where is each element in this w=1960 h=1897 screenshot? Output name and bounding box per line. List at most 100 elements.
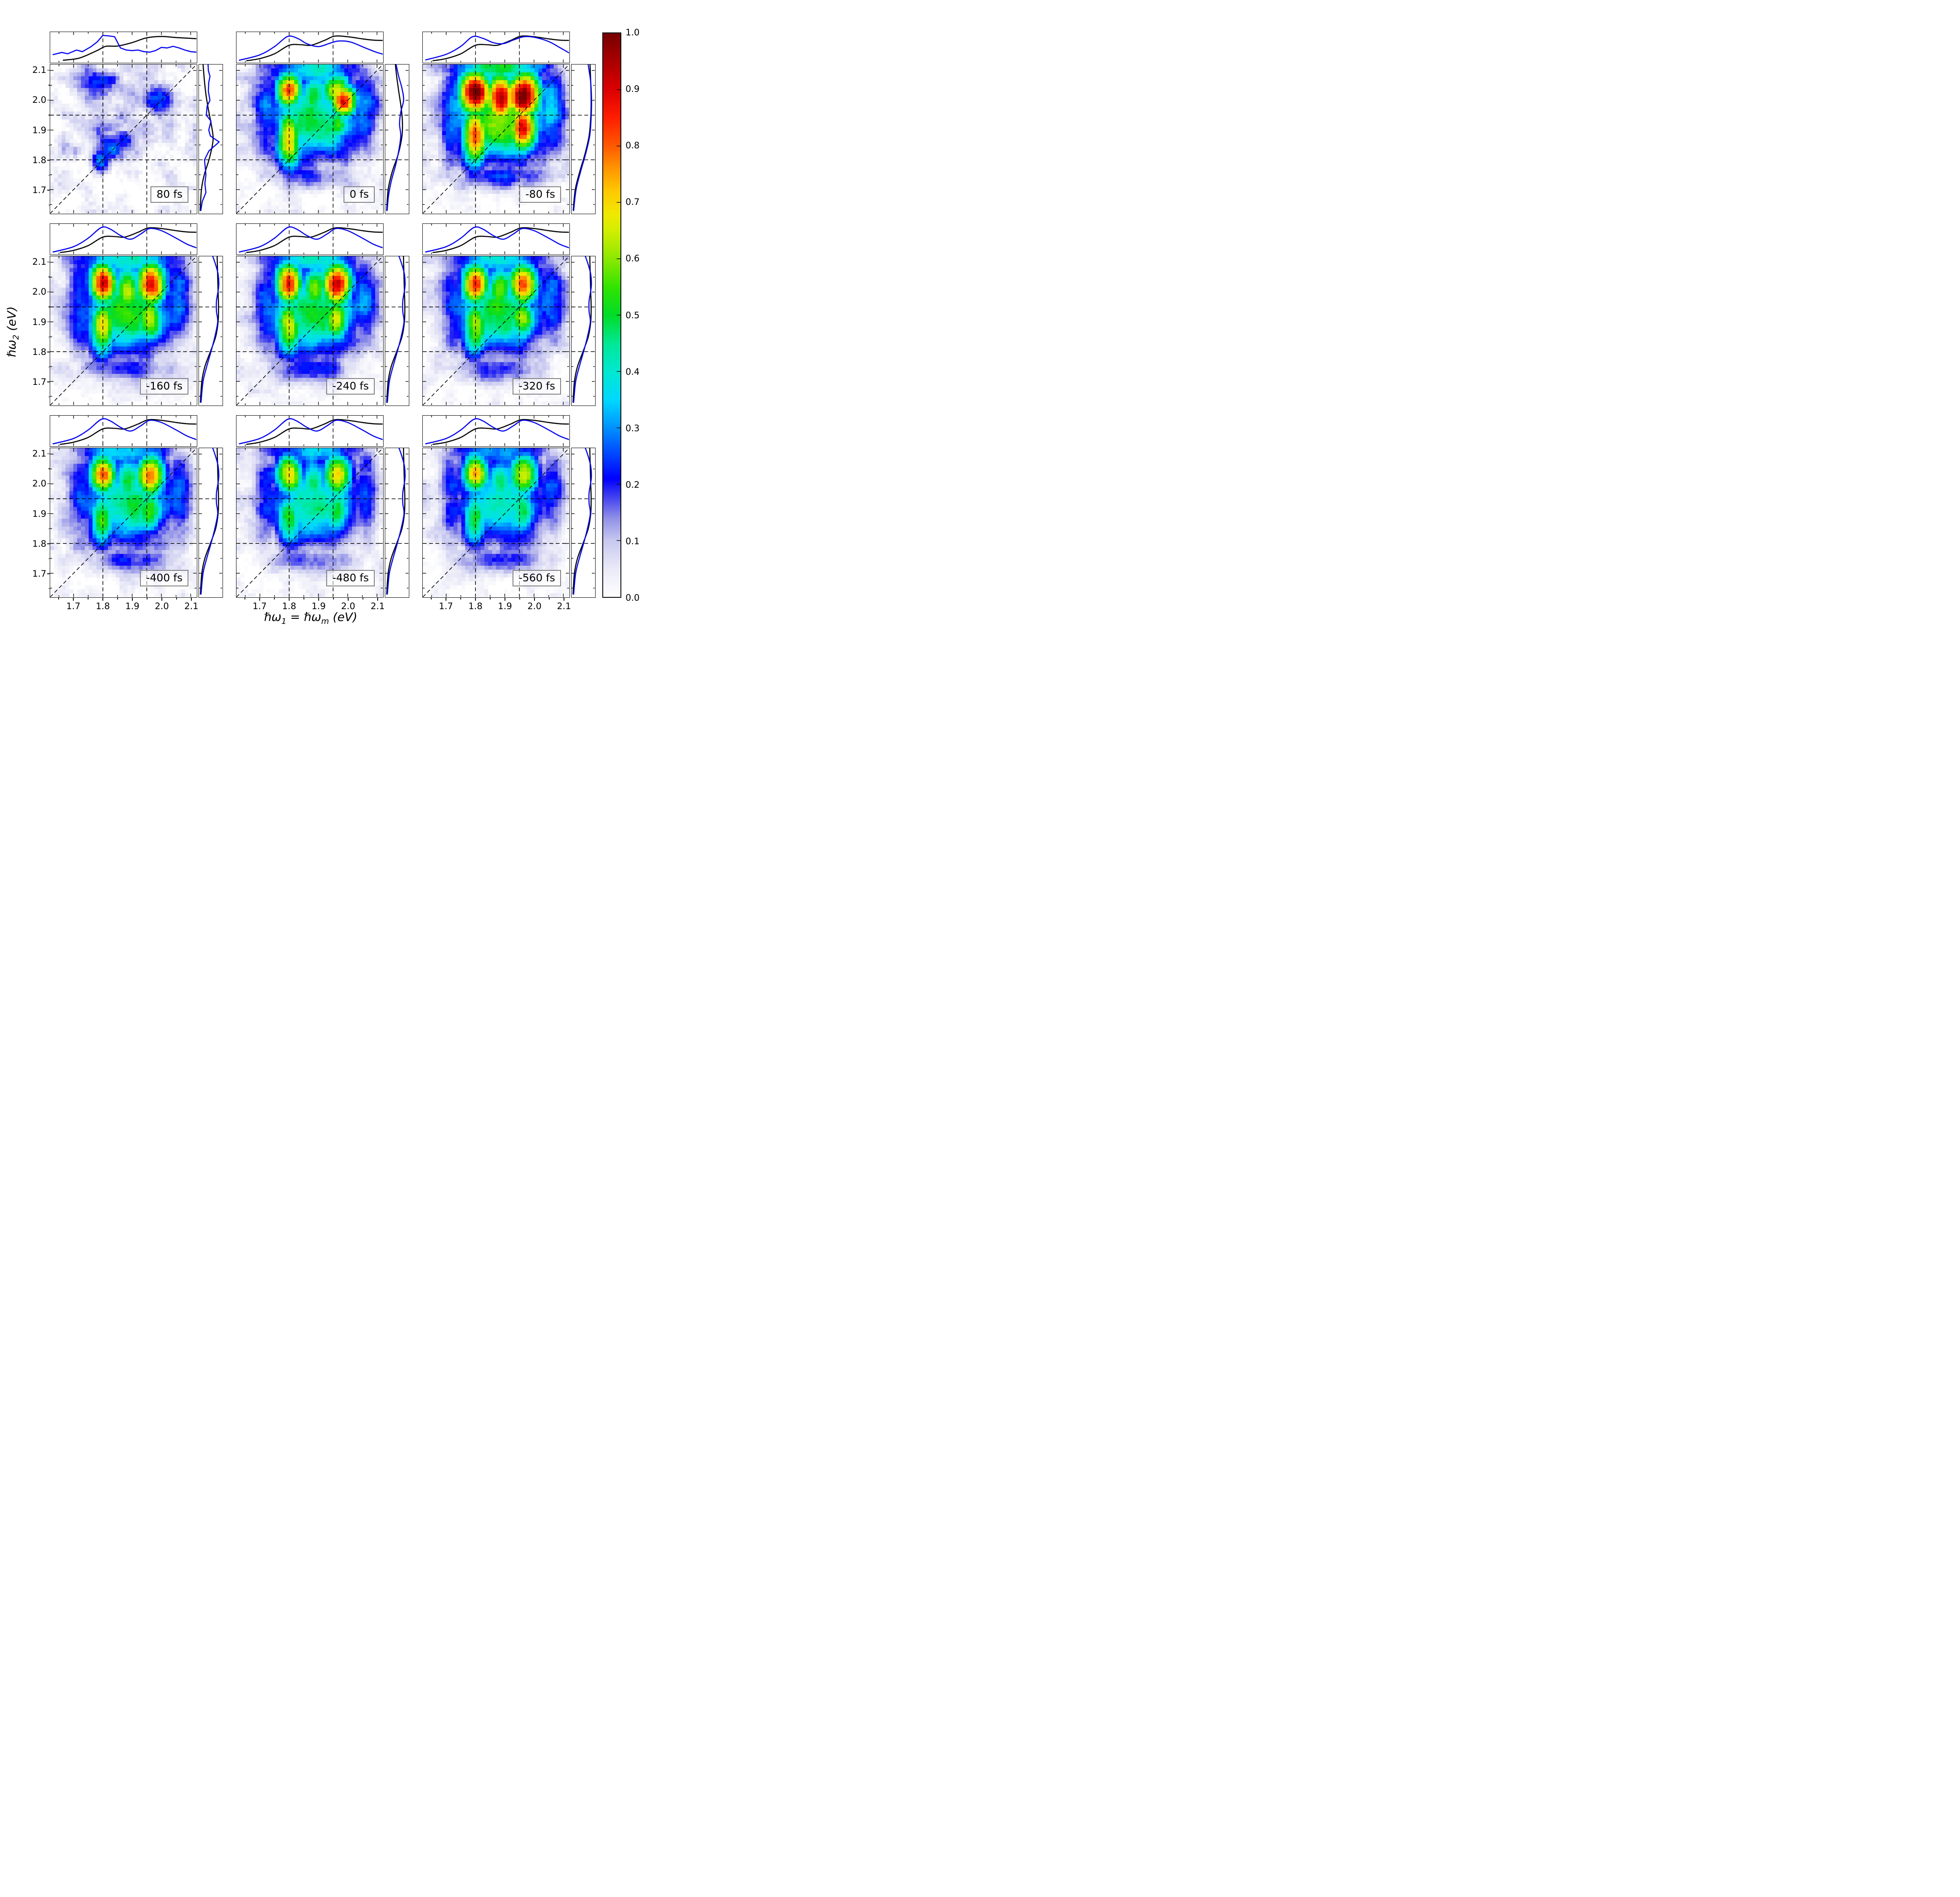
x-tick-label-col2-1.9: 1.9 xyxy=(498,601,512,611)
heatmap-neg80fs: -80 fs xyxy=(422,64,570,214)
x-tick-mark-minor xyxy=(362,598,363,599)
y-tick-mark-minor xyxy=(48,468,50,469)
heatmap-80fs: 80 fs xyxy=(50,64,197,214)
colorbar-tick-label-0.3: 0.3 xyxy=(626,423,640,433)
right-marginal-neg160fs xyxy=(199,256,223,406)
x-axis-label-sub1: 1 xyxy=(281,616,287,626)
heatmap-0fs: 0 fs xyxy=(236,64,384,214)
x-axis-label-sub2: m xyxy=(321,616,329,626)
right-marginal-neg240fs xyxy=(385,256,409,406)
y-tick-mark-minor xyxy=(48,588,50,589)
y-tick-mark xyxy=(47,291,50,293)
x-axis-label-mid: = ℏω xyxy=(286,610,322,624)
x-tick-label-col1-1.9: 1.9 xyxy=(311,601,326,611)
heatmap-neg240fs: -240 fs xyxy=(236,256,384,406)
heatmap-neg560fs: -560 fs xyxy=(422,448,570,598)
x-tick-mark-minor xyxy=(176,598,177,599)
colorbar-tick-label-0.4: 0.4 xyxy=(626,366,640,377)
x-tick-mark xyxy=(132,598,133,601)
y-tick-label-row2-2.0: 2.0 xyxy=(32,478,46,489)
x-tick-mark xyxy=(161,598,162,601)
y-tick-label-row0-1.9: 1.9 xyxy=(32,125,46,135)
right-marginal-neg560fs xyxy=(571,448,596,598)
x-tick-mark xyxy=(191,598,192,601)
colorbar-tick-label-1.0: 1.0 xyxy=(626,27,640,38)
time-label-80fs: 80 fs xyxy=(150,186,188,203)
time-label-0fs: 0 fs xyxy=(344,186,375,203)
heatmap-neg480fs: -480 fs xyxy=(236,448,384,598)
time-label-neg320fs: -320 fs xyxy=(513,378,561,395)
x-tick-mark xyxy=(475,598,476,601)
y-tick-mark xyxy=(47,129,50,131)
x-tick-label-col0-1.9: 1.9 xyxy=(125,601,140,611)
right-marginal-neg400fs xyxy=(199,448,223,598)
time-label-neg240fs: -240 fs xyxy=(326,378,375,395)
y-tick-mark xyxy=(47,190,50,191)
heatmap-neg400fs: -400 fs xyxy=(50,448,197,598)
x-tick-mark xyxy=(102,598,103,601)
x-axis-label-text: ℏω xyxy=(264,610,282,624)
x-axis-label: ℏω1 = ℏωm (eV) xyxy=(264,610,357,626)
y-tick-mark xyxy=(47,261,50,263)
top-marginal-neg560fs xyxy=(422,415,570,447)
y-tick-label-row0-2.0: 2.0 xyxy=(32,95,46,105)
colorbar-tick-label-0.1: 0.1 xyxy=(626,536,640,546)
x-tick-label-col2-1.8: 1.8 xyxy=(468,601,483,611)
top-marginal-neg240fs xyxy=(236,223,384,255)
x-tick-mark xyxy=(534,598,535,601)
x-tick-mark-minor xyxy=(58,598,59,599)
y-tick-mark xyxy=(47,513,50,514)
right-marginal-neg480fs xyxy=(385,448,409,598)
time-label-neg560fs: -560 fs xyxy=(513,570,561,586)
y-tick-mark xyxy=(47,99,50,101)
y-tick-mark xyxy=(47,543,50,544)
x-tick-mark-minor xyxy=(117,598,118,599)
y-tick-label-row1-1.8: 1.8 xyxy=(32,347,46,357)
colorbar-tick-label-0.9: 0.9 xyxy=(626,84,640,94)
x-tick-label-col0-2.1: 2.1 xyxy=(184,601,199,611)
top-marginal-neg480fs xyxy=(236,415,384,447)
x-tick-mark xyxy=(289,598,290,601)
y-tick-label-row1-1.9: 1.9 xyxy=(32,317,46,327)
x-tick-label-col2-2.0: 2.0 xyxy=(527,601,542,611)
x-tick-mark-minor xyxy=(460,598,461,599)
y-tick-label-row2-1.8: 1.8 xyxy=(32,538,46,549)
y-tick-label-row0-1.8: 1.8 xyxy=(32,155,46,165)
y-tick-label-row1-2.1: 2.1 xyxy=(32,257,46,267)
y-tick-mark xyxy=(47,70,50,71)
y-tick-label-row2-1.9: 1.9 xyxy=(32,508,46,519)
y-tick-label-row2-1.7: 1.7 xyxy=(32,569,46,579)
x-tick-label-col0-2.0: 2.0 xyxy=(155,601,169,611)
top-marginal-80fs xyxy=(50,32,197,63)
right-marginal-neg320fs xyxy=(571,256,596,406)
time-label-neg480fs: -480 fs xyxy=(326,570,375,586)
colorbar-tick-label-0.8: 0.8 xyxy=(626,140,640,151)
x-axis-label-unit: (eV) xyxy=(329,610,357,624)
x-tick-mark xyxy=(348,598,349,601)
x-tick-mark-minor xyxy=(303,598,304,599)
time-label-neg400fs: -400 fs xyxy=(140,570,188,586)
y-axis-label-sub: 2 xyxy=(11,334,21,340)
heatmap-neg160fs: -160 fs xyxy=(50,256,197,406)
colorbar-tick-label-0.6: 0.6 xyxy=(626,253,640,264)
time-label-neg80fs: -80 fs xyxy=(519,186,561,203)
x-tick-label-col1-1.7: 1.7 xyxy=(252,601,267,611)
x-tick-label-col2-2.1: 2.1 xyxy=(557,601,571,611)
y-tick-label-row2-2.1: 2.1 xyxy=(32,449,46,459)
x-tick-label-col1-2.1: 2.1 xyxy=(371,601,385,611)
y-tick-mark-minor xyxy=(48,498,50,499)
x-tick-label-col0-1.8: 1.8 xyxy=(96,601,110,611)
x-tick-mark xyxy=(73,598,74,601)
y-tick-label-row0-1.7: 1.7 xyxy=(32,185,46,196)
x-tick-mark xyxy=(318,598,319,601)
colorbar-tick-label-0.2: 0.2 xyxy=(626,479,640,490)
right-marginal-80fs xyxy=(199,64,223,214)
right-marginal-neg80fs xyxy=(571,64,596,214)
colorbar-gradient xyxy=(602,32,621,598)
colorbar-tick-label-0.7: 0.7 xyxy=(626,197,640,207)
right-marginal-0fs xyxy=(385,64,409,214)
x-tick-mark xyxy=(377,598,378,601)
x-tick-mark-minor xyxy=(519,598,520,599)
x-tick-label-col1-1.8: 1.8 xyxy=(282,601,296,611)
top-marginal-neg160fs xyxy=(50,223,197,255)
